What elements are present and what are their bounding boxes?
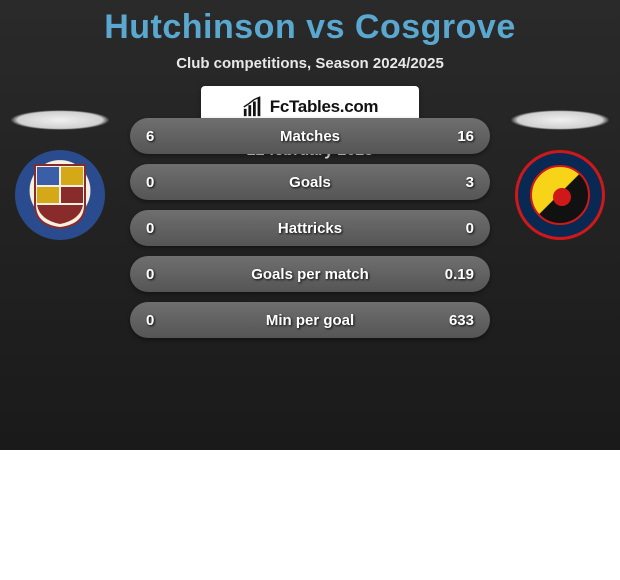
stat-label: Hattricks <box>278 220 342 237</box>
stat-row: 6 Matches 16 <box>130 118 490 154</box>
stat-left-value: 0 <box>146 220 186 237</box>
stat-right-value: 16 <box>434 128 474 145</box>
stat-row: 0 Hattricks 0 <box>130 210 490 246</box>
stat-right-value: 633 <box>434 312 474 329</box>
stat-left-value: 0 <box>146 266 186 283</box>
stat-label: Min per goal <box>266 312 354 329</box>
stat-left-value: 6 <box>146 128 186 145</box>
ellipse-shadow-icon <box>10 110 110 130</box>
stat-row: 0 Goals 3 <box>130 164 490 200</box>
stat-left-value: 0 <box>146 174 186 191</box>
stat-right-value: 3 <box>434 174 474 191</box>
stat-right-value: 0.19 <box>434 266 474 283</box>
team-right-column <box>510 110 610 240</box>
stat-label: Goals per match <box>251 266 369 283</box>
stat-row: 0 Goals per match 0.19 <box>130 256 490 292</box>
stats-list: 6 Matches 16 0 Goals 3 0 Hattricks 0 0 G… <box>130 118 490 348</box>
team-left-crest-icon <box>15 150 105 240</box>
page-title: Hutchinson vs Cosgrove <box>0 0 620 47</box>
stat-left-value: 0 <box>146 312 186 329</box>
brand-name: FcTables.com <box>270 97 379 117</box>
ellipse-shadow-icon <box>510 110 610 130</box>
stat-label: Goals <box>289 174 331 191</box>
stat-label: Matches <box>280 128 340 145</box>
comparison-card: Hutchinson vs Cosgrove Club competitions… <box>0 0 620 450</box>
subtitle: Club competitions, Season 2024/2025 <box>0 55 620 72</box>
stat-row: 0 Min per goal 633 <box>130 302 490 338</box>
stat-right-value: 0 <box>434 220 474 237</box>
team-right-crest-icon <box>515 150 605 240</box>
team-left-column <box>10 110 110 240</box>
bar-chart-icon <box>242 96 264 118</box>
